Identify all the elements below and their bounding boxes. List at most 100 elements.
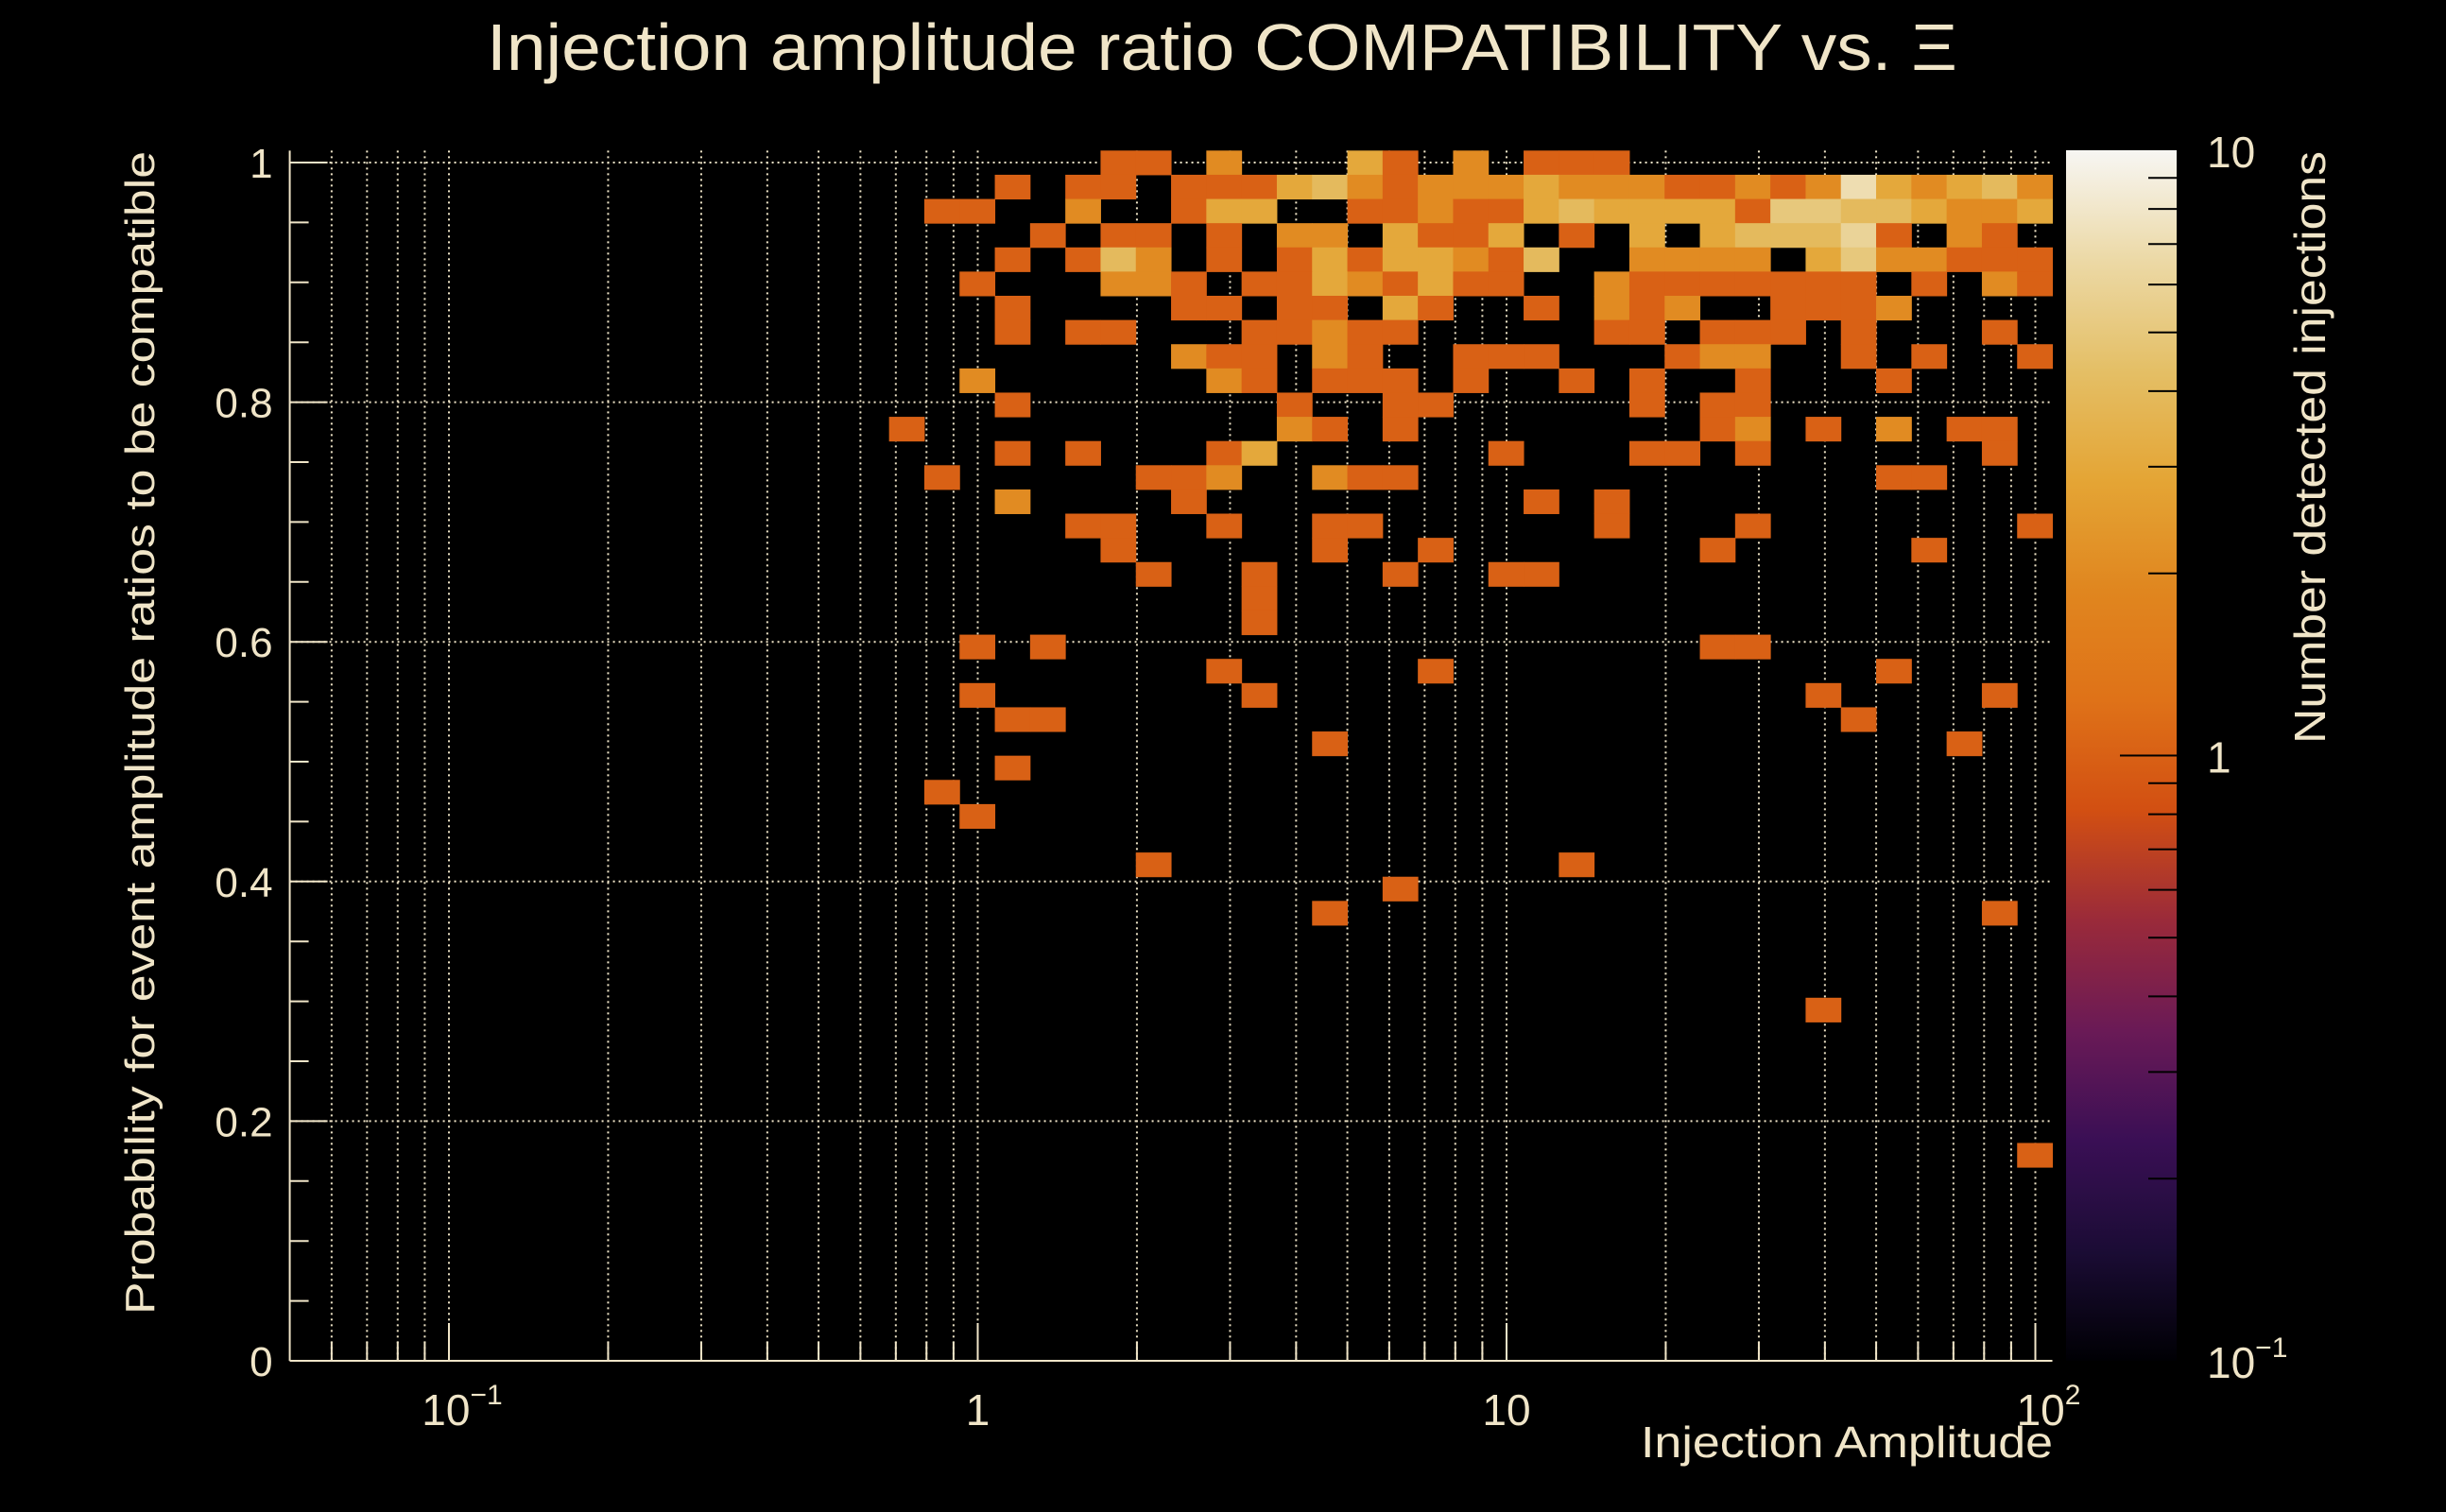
- heatmap-cell: [1593, 513, 1630, 539]
- heatmap-cell: [1488, 174, 1524, 200]
- heatmap-cell: [1699, 271, 1736, 297]
- x-tick-label: 102: [2017, 1380, 2081, 1435]
- heatmap-cell: [1312, 368, 1349, 393]
- heatmap-cell: [1876, 223, 1912, 249]
- heatmap-cell: [1100, 247, 1137, 272]
- heatmap-cell: [1418, 271, 1454, 297]
- y-axis-title: Probability for event amplitude ratios t…: [117, 151, 164, 1314]
- heatmap-cell: [1241, 368, 1278, 393]
- heatmap-cell: [1805, 682, 1842, 708]
- heatmap-cell: [1382, 296, 1419, 321]
- colorbar-tick-label-base: 10: [2207, 1338, 2255, 1387]
- heatmap-cell: [1206, 659, 1243, 684]
- heatmap-cell: [1876, 174, 1912, 200]
- heatmap-cell: [1347, 247, 1384, 272]
- heatmap-cell: [1593, 150, 1630, 176]
- heatmap-cell: [1946, 198, 1983, 224]
- heatmap-cell: [2017, 344, 2054, 369]
- heatmap-cell: [1206, 440, 1243, 466]
- heatmap-cell: [1312, 271, 1349, 297]
- heatmap-cell: [1770, 319, 1806, 345]
- heatmap-cell: [1911, 247, 1948, 272]
- y-tick-label: 0.2: [215, 1099, 272, 1145]
- heatmap-cell: [1276, 392, 1313, 418]
- heatmap-cell: [1699, 247, 1736, 272]
- heatmap-cell: [994, 440, 1031, 466]
- heatmap-cell: [959, 198, 996, 224]
- heatmap-cell: [1981, 247, 2018, 272]
- heatmap-cell: [1453, 368, 1490, 393]
- heatmap-cell: [1524, 174, 1559, 200]
- heatmap-cell: [1664, 271, 1701, 297]
- heatmap-cell: [1946, 417, 1983, 442]
- heatmap-cell: [1805, 198, 1842, 224]
- heatmap-cell: [1593, 319, 1630, 345]
- heatmap-cell: [1628, 296, 1665, 321]
- colorbar-tick-label: 10−1: [2207, 1332, 2287, 1387]
- heatmap-cell: [1628, 247, 1665, 272]
- heatmap-cell: [2017, 247, 2054, 272]
- heatmap-cell: [1276, 296, 1313, 321]
- heatmap-cell: [1628, 319, 1665, 345]
- heatmap-cell: [1840, 319, 1877, 345]
- heatmap-cell: [1347, 271, 1384, 297]
- heatmap-cell: [2017, 198, 2054, 224]
- heatmap-cell: [1593, 296, 1630, 321]
- heatmap-cell: [1911, 538, 1948, 563]
- heatmap-cell: [1312, 513, 1349, 539]
- heatmap-cell: [2017, 271, 2054, 297]
- heatmap-cell: [1699, 392, 1736, 418]
- y-tick-labels: 0 0.2 0.4 0.6 0.8 1: [215, 141, 272, 1385]
- x-tick-label-base: 1: [966, 1385, 990, 1435]
- x-tick-label-base: 10: [422, 1385, 470, 1435]
- heatmap-cell: [1734, 392, 1771, 418]
- heatmap-cell: [1876, 368, 1912, 393]
- axes: [288, 150, 2053, 1362]
- x-tick-label-base: 10: [2017, 1385, 2065, 1435]
- heatmap-cell: [1699, 223, 1736, 249]
- heatmap-cell: [1241, 174, 1278, 200]
- colorbar-tick-label-base: 10: [2207, 128, 2255, 177]
- heatmap-cell: [1628, 271, 1665, 297]
- heatmap-cell: [1981, 901, 2018, 926]
- heatmap-cell: [1593, 198, 1630, 224]
- heatmap-cell: [1734, 344, 1771, 369]
- heatmap-cell: [1382, 198, 1419, 224]
- heatmap-cell: [994, 319, 1031, 345]
- heatmap-cell: [1559, 174, 1595, 200]
- heatmap-cell: [1593, 174, 1630, 200]
- heatmap-cell: [1312, 319, 1349, 345]
- heatmap-cell: [1453, 150, 1490, 176]
- heatmap-cell: [1559, 198, 1595, 224]
- heatmap-cell: [1840, 223, 1877, 249]
- heatmap-cell: [1206, 368, 1243, 393]
- heatmap-cell: [1065, 440, 1101, 466]
- heatmap-cell: [1593, 271, 1630, 297]
- heatmap-cell: [1559, 223, 1595, 249]
- heatmap-cell: [1171, 344, 1207, 369]
- heatmap-cell: [1699, 538, 1736, 563]
- heatmap-cell: [1276, 174, 1313, 200]
- heatmap-cell: [1312, 538, 1349, 563]
- heatmap-cell: [1664, 440, 1701, 466]
- heatmap-cell: [1876, 198, 1912, 224]
- heatmap-cell: [1241, 271, 1278, 297]
- heatmap-cell: [1418, 296, 1454, 321]
- heatmap-cell: [1206, 513, 1243, 539]
- heatmap-cell: [1029, 707, 1066, 732]
- heatmap-cell: [1241, 344, 1278, 369]
- heatmap-cell: [959, 634, 996, 660]
- heatmap-cell: [1312, 344, 1349, 369]
- heatmap-cell: [1171, 271, 1207, 297]
- heatmap-cell: [1418, 659, 1454, 684]
- heatmap-cell: [1840, 296, 1877, 321]
- heatmap-cell: [1100, 150, 1137, 176]
- heatmap-cell: [1805, 296, 1842, 321]
- heatmap-cell: [1312, 174, 1349, 200]
- heatmap-cell: [1453, 198, 1490, 224]
- heatmap-cell: [1100, 538, 1137, 563]
- heatmap-cell: [1840, 174, 1877, 200]
- heatmap-cell: [1100, 271, 1137, 297]
